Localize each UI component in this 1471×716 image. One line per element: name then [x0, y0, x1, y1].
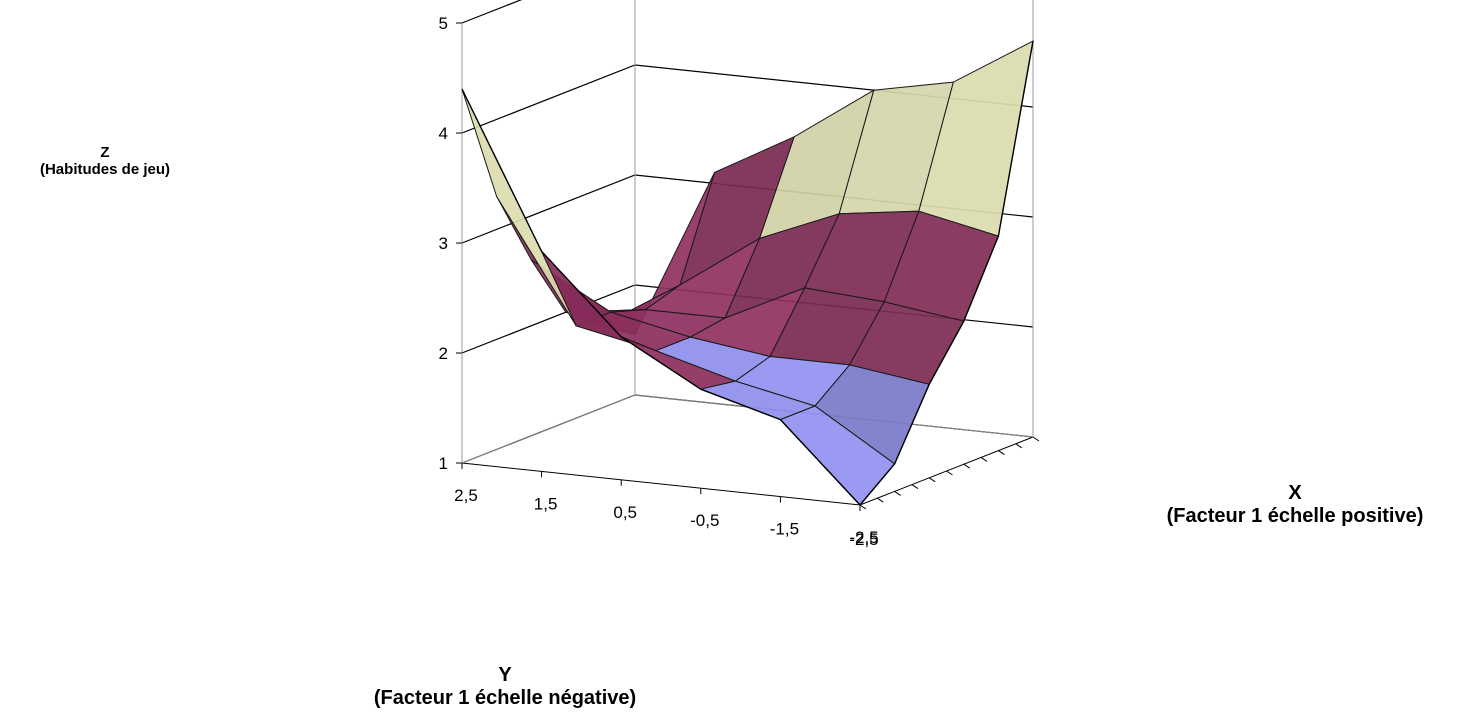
x-tick	[998, 450, 1005, 456]
x-axis-title-line1: X	[1288, 482, 1302, 504]
y-tick-label: -2,5	[849, 528, 878, 547]
z-tick-label: 1	[439, 454, 448, 473]
y-tick-label: 2,5	[454, 486, 478, 505]
y-tick-label: -0,5	[690, 511, 719, 530]
x-tick	[963, 463, 971, 469]
y-tick-label: -1,5	[770, 520, 799, 539]
x-tick	[911, 484, 919, 490]
back-wall-left	[462, 0, 635, 463]
x-tick	[894, 490, 901, 496]
x-tick	[1015, 443, 1022, 449]
x-tick	[946, 470, 953, 476]
x-axis-title-line2: (Facteur 1 échelle positive)	[1166, 505, 1424, 527]
z-tick-label: 3	[439, 234, 448, 253]
y-tick-label: 1,5	[534, 494, 558, 513]
y-axis-title-line2: (Facteur 1 échelle négative)	[373, 687, 637, 709]
z-tick-label: 2	[439, 344, 448, 363]
z-tick-label: 4	[439, 124, 448, 143]
y-axis-title-line1: Y	[498, 664, 512, 686]
gridline-z-5	[461, 0, 523, 24]
x-tick	[1032, 436, 1040, 442]
z-axis-title-line1: Z	[100, 144, 110, 161]
x-tick	[928, 477, 936, 483]
x-axis-title: X (Facteur 1 échelle positive)	[1110, 482, 1471, 528]
x-tick	[980, 456, 988, 462]
z-tick-label: 5	[439, 14, 448, 33]
x-tick	[877, 497, 884, 503]
x-tick-label: -2,5	[849, 530, 878, 549]
x-tick	[859, 504, 867, 510]
surface-edge-y	[461, 88, 861, 506]
z-axis-title-line2: (Habitudes de jeu)	[39, 161, 170, 179]
y-axis-title: Y (Facteur 1 échelle négative)	[315, 664, 695, 710]
y-tick-label: 0,5	[613, 503, 637, 522]
surface-edge-x	[859, 40, 1034, 506]
z-axis-title: Z (Habitudes de jeu)	[0, 144, 210, 179]
